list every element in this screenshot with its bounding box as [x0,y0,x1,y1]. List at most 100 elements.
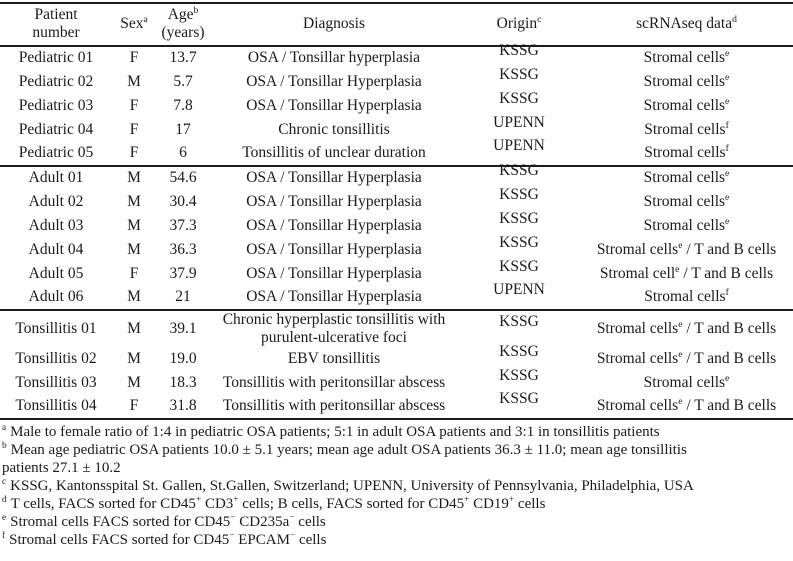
footnote-text: Mean age pediatric OSA patients 10.0 ± 5… [2,441,687,476]
cell-age: 7.8 [156,94,210,118]
cell-scrnaseq-data-text: Stromal cellse / T and B cells [596,348,777,367]
cell-diagnosis-text: Chronic hyperplastic tonsillitis with pur… [222,310,446,346]
cell-patient-number-text: Tonsillitis 02 [15,349,97,367]
superscript: e [678,318,683,330]
cell-sex: M [112,190,156,214]
cell-sex-text: F [129,96,139,114]
cell-origin-text: KSSG [499,312,539,330]
cell-sex: F [112,395,156,419]
cell-origin: KSSG [458,258,580,286]
cell-scrnaseq-data: Stromal cellse / T and B cells [580,347,793,371]
cell-age: 13.7 [156,46,210,70]
cell-age: 19.0 [156,347,210,371]
cell-origin-text: KSSG [499,233,539,251]
footnote-marker: c [2,476,7,487]
cell-sex-text: M [127,169,141,187]
cell-age: 6 [156,142,210,166]
cell-diagnosis: OSA / Tonsillar Hyperplasia [210,94,458,118]
cell-diagnosis-text: OSA / Tonsillar Hyperplasia [246,72,422,90]
footnote-text: Stromal cells FACS sorted for CD45− CD23… [10,512,326,530]
cell-patient-number-text: Adult 05 [28,264,84,282]
cell-sex-text: M [127,288,141,306]
cell-scrnaseq-data: Stromal cellsf [580,118,793,142]
superscript: e [678,395,683,407]
cell-diagnosis: OSA / Tonsillar Hyperplasia [210,214,458,238]
cell-age-text: 31.8 [169,397,197,415]
footnote-f: f Stromal cells FACS sorted for CD45− EPC… [2,531,791,549]
cell-origin-text: KSSG [499,89,539,107]
cell-scrnaseq-data: Stromal celle / T and B cells [580,262,793,286]
cell-patient-number-text: Pediatric 04 [18,120,94,138]
cell-scrnaseq-data-text: Stromal cellse [643,215,730,234]
footnote-a: a Male to female ratio of 1:4 in pediatri… [2,423,791,441]
cell-sex-text: F [129,144,139,162]
table-row: Tonsillitis 03 M 18.3 Tonsillitis with peri… [0,367,793,395]
superscript: b [193,4,199,16]
cell-scrnaseq-data-text: Stromal cellse [643,47,730,67]
superscript: d [732,13,737,25]
cell-patient-number: Pediatric 05 [0,142,112,166]
cell-age-text: 37.3 [169,216,197,234]
cell-scrnaseq-data: Stromal cellse [580,70,793,94]
cell-age: 54.6 [156,166,210,190]
superscript: e [725,215,730,227]
superscript: − [289,512,295,523]
cell-scrnaseq-data-text: Stromal cellse [643,71,730,90]
cell-origin: UPENN [458,114,580,142]
cell-patient-number: Adult 01 [0,166,112,190]
cell-sex-text: M [127,319,141,337]
header-row: Patient number Sexa Ageb (years) Diagnosis… [0,3,793,46]
cell-origin-text: KSSG [499,209,539,227]
cell-diagnosis: Tonsillitis of unclear duration [210,142,458,166]
footnote-marker: f [2,530,6,541]
cell-origin-text: KSSG [499,65,539,83]
cell-patient-number-text: Pediatric 01 [18,49,94,67]
cell-age: 37.9 [156,262,210,286]
table-row: Adult 04 M 36.3 OSA / Tonsillar Hyperplasia… [0,234,793,262]
cell-diagnosis-text: OSA / Tonsillar Hyperplasia [246,264,422,282]
table-row: Pediatric 02 M 5.7 OSA / Tonsillar Hyperpla… [0,66,793,94]
cell-origin: KSSG [458,90,580,118]
cell-origin: KSSG [458,42,580,70]
cell-origin: KSSG [458,66,580,94]
cell-sex: M [112,70,156,94]
cell-diagnosis-text: OSA / Tonsillar Hyperplasia [246,288,422,306]
cell-origin-text: KSSG [499,185,539,203]
superscript: e [725,191,730,203]
superscript: e [725,95,730,107]
cell-age-text: 5.7 [173,72,193,90]
superscript: − [230,512,236,523]
superscript: + [233,494,239,505]
cell-patient-number-text: Adult 06 [28,288,84,306]
cell-diagnosis: Tonsillitis with peritonsillar abscess [210,371,458,395]
cell-sex-text: M [127,216,141,234]
table-row: Adult 03 M 37.3 OSA / Tonsillar Hyperplasia… [0,210,793,238]
superscript: + [195,494,202,505]
superscript: + [464,494,470,505]
superscript: e [678,239,683,251]
cell-diagnosis: Chronic tonsillitis [210,118,458,142]
cell-origin-text: KSSG [499,366,539,384]
cell-origin: KSSG [458,310,580,347]
cell-age: 36.3 [156,238,210,262]
cell-scrnaseq-data-text: Stromal cellsf [644,142,729,162]
cell-patient-number: Adult 06 [0,286,112,310]
cell-scrnaseq-data-text: Stromal cellse [643,191,730,210]
cell-patient-number: Adult 03 [0,214,112,238]
cell-origin-text: UPENN [493,281,545,299]
cell-diagnosis: Chronic hyperplastic tonsillitis with pur… [210,310,458,347]
footnote-text: T cells, FACS sorted for CD45+ CD3+ cell… [10,494,546,512]
cell-scrnaseq-data-text: Stromal cellsf [644,119,729,138]
footnotes: a Male to female ratio of 1:4 in pediatri… [0,420,793,549]
table-row: Tonsillitis 04 F 31.8 Tonsillitis with peri… [0,390,793,419]
cell-scrnaseq-data-text: Stromal cellse / T and B cells [596,318,777,337]
cell-age-text: 18.3 [169,373,197,391]
cell-origin: KSSG [458,367,580,395]
cell-sex: M [112,371,156,395]
cell-diagnosis: OSA / Tonsillar hyperplasia [210,46,458,70]
cell-sex: F [112,262,156,286]
cell-diagnosis-text: Tonsillitis with peritonsillar abscess [222,397,446,415]
cell-scrnaseq-data-text: Stromal cellse [643,372,730,391]
